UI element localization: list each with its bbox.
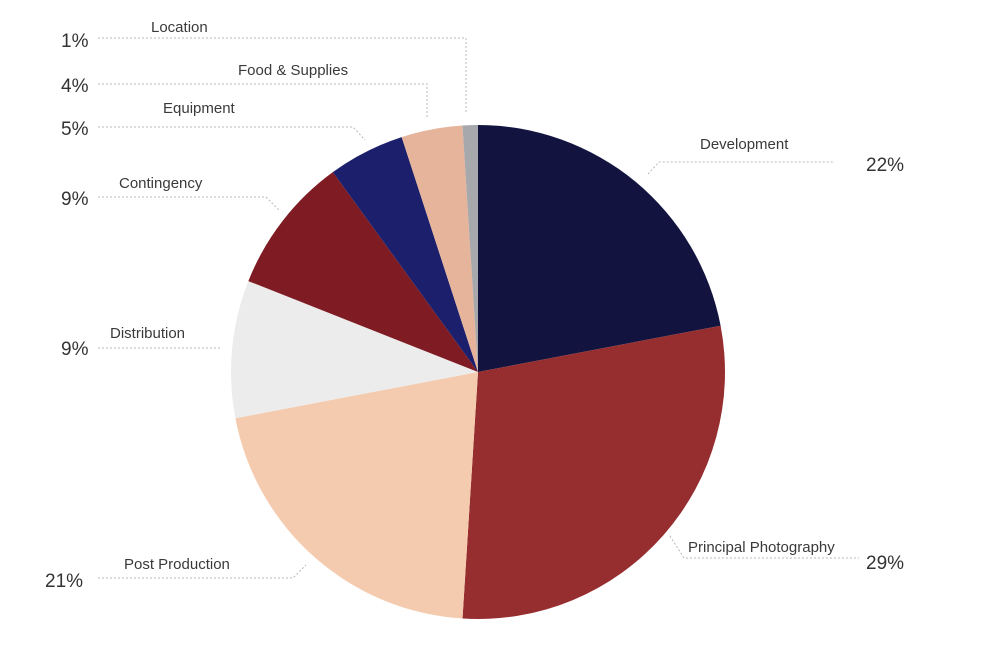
slice-percent-food-supplies: 4% — [61, 76, 89, 97]
leader-line-location — [98, 37, 467, 112]
slice-percent-equipment: 5% — [61, 119, 89, 140]
pie-slice-location — [462, 125, 478, 372]
pie-slice-food-supplies — [401, 125, 478, 373]
leader-line-post-production — [98, 564, 307, 579]
slice-label-distribution: Distribution — [110, 325, 185, 342]
leader-line-equipment — [98, 126, 366, 141]
slice-percent-distribution: 9% — [61, 339, 89, 360]
leader-line-food-supplies — [98, 83, 428, 117]
pie-slice-equipment — [332, 137, 478, 372]
slice-percent-location: 1% — [61, 31, 89, 52]
slice-label-food-supplies: Food & Supplies — [238, 62, 348, 79]
slice-label-equipment: Equipment — [163, 100, 236, 117]
pie-slice-contingency — [248, 172, 478, 372]
slice-label-contingency: Contingency — [119, 175, 203, 192]
pie-slice-development — [478, 125, 721, 372]
slice-percent-development: 22% — [866, 155, 904, 176]
slice-label-location: Location — [151, 19, 208, 36]
slice-label-principal-photography: Principal Photography — [688, 539, 835, 556]
slice-percent-contingency: 9% — [61, 189, 89, 210]
leader-line-development — [647, 161, 835, 175]
leader-line-principal-photography — [669, 535, 859, 559]
leader-line-contingency — [98, 196, 280, 211]
pie-slices — [231, 125, 725, 619]
slice-label-development: Development — [700, 136, 789, 153]
leader-lines — [98, 37, 859, 579]
slice-percent-post-production: 21% — [45, 571, 83, 592]
slice-percent-principal-photography: 29% — [866, 553, 904, 574]
slice-label-post-production: Post Production — [124, 556, 230, 573]
pie-slice-distribution — [231, 281, 478, 419]
pie-slice-principal-photography — [462, 325, 725, 619]
pie-slice-post-production — [235, 372, 478, 619]
